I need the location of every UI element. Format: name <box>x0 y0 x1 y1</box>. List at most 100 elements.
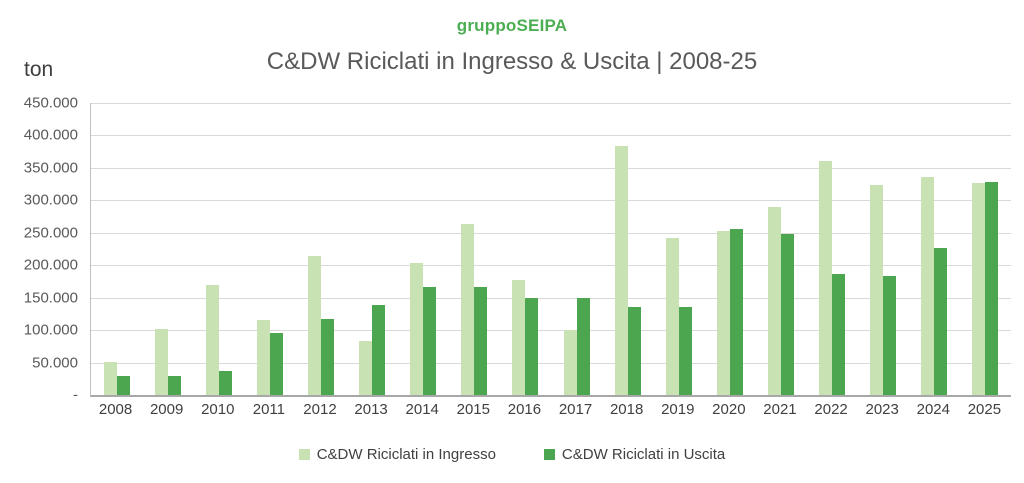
y-tick-label: 450.000 <box>23 94 78 112</box>
x-axis-label-2025: 2025 <box>967 401 1002 418</box>
bar-group-2009 <box>142 103 193 395</box>
bar-uscita-2011 <box>269 332 283 395</box>
bar-uscita-2018 <box>627 307 641 395</box>
y-tick-label: 400.000 <box>23 126 78 144</box>
bar-uscita-2014 <box>423 287 437 395</box>
bar-group-2016 <box>500 103 551 395</box>
legend-item-ingresso: C&DW Riciclati in Ingresso <box>298 446 496 463</box>
legend-swatch-ingresso <box>298 449 310 460</box>
gridline <box>91 330 1011 332</box>
bar-uscita-2020 <box>729 228 743 395</box>
bar-ingresso-2017 <box>563 330 577 395</box>
bar-ingresso-2011 <box>256 319 270 395</box>
gridline <box>91 297 1011 299</box>
bar-uscita-2023 <box>883 276 897 395</box>
brand-title: gruppoSEIPA <box>456 16 568 35</box>
x-axis-labels: 2008 2009 2010 2011 2012 2013 2014 2015 2016 2017… <box>90 401 1010 418</box>
y-tick-label: 50.000 <box>32 354 78 372</box>
bar-ingresso-2010 <box>205 285 219 395</box>
y-axis-tick-labels: 450.000 400.000 350.000 300.000 250.000 200.0… <box>0 95 78 404</box>
gridline <box>91 167 1011 169</box>
bar-groups <box>91 103 1011 395</box>
gridline <box>91 200 1011 202</box>
bar-group-2013 <box>347 103 398 395</box>
y-tick-label: 300.000 <box>23 191 78 209</box>
gridline <box>91 265 1011 267</box>
gridline <box>91 103 1011 104</box>
bar-uscita-2013 <box>372 304 386 395</box>
x-axis-label-2013: 2013 <box>354 401 388 418</box>
bar-uscita-2024 <box>934 248 948 395</box>
legend-label-uscita: C&DW Riciclati in Uscita <box>561 446 726 463</box>
bar-uscita-2015 <box>474 287 488 395</box>
bar-ingresso-2014 <box>410 263 424 395</box>
chart-title: C&DW Riciclati in Ingresso & Uscita | 20… <box>266 48 758 75</box>
bar-ingresso-2015 <box>461 223 475 395</box>
x-axis-label-2022: 2022 <box>814 401 848 418</box>
bar-uscita-2012 <box>320 319 334 395</box>
gridline <box>91 362 1011 364</box>
bar-ingresso-2012 <box>307 255 321 395</box>
legend-label-ingresso: C&DW Riciclati in Ingresso <box>316 446 496 463</box>
y-tick-label: 350.000 <box>23 159 78 177</box>
x-axis-label-2019: 2019 <box>661 401 695 418</box>
x-axis-label-2016: 2016 <box>507 401 542 418</box>
bar-group-2011 <box>244 103 295 395</box>
y-tick-label: 150.000 <box>23 289 78 307</box>
x-axis-label-2011: 2011 <box>252 401 286 418</box>
bar-uscita-2009 <box>167 376 181 395</box>
bar-uscita-2022 <box>832 273 846 395</box>
y-axis-unit-label: ton <box>24 58 54 81</box>
x-axis-label-2014: 2014 <box>405 401 439 418</box>
bar-uscita-2016 <box>525 298 539 395</box>
x-axis-label-2017: 2017 <box>558 401 593 418</box>
bar-group-2020 <box>704 103 755 395</box>
y-tick-label: 200.000 <box>23 256 78 274</box>
bar-ingresso-2018 <box>614 146 628 395</box>
bar-group-2015 <box>449 103 500 395</box>
bar-group-2025 <box>960 103 1011 395</box>
bar-ingresso-2024 <box>921 176 935 395</box>
bar-ingresso-2021 <box>767 207 781 395</box>
bar-ingresso-2019 <box>665 237 679 395</box>
x-axis-label-2008: 2008 <box>98 401 133 418</box>
bar-group-2018 <box>602 103 653 395</box>
x-axis-label-2010: 2010 <box>201 401 235 418</box>
bar-group-2024 <box>909 103 960 395</box>
bar-uscita-2008 <box>116 375 130 395</box>
plot-area <box>90 103 1011 397</box>
bar-uscita-2019 <box>678 307 692 395</box>
bar-group-2021 <box>755 103 806 395</box>
bar-group-2008 <box>91 103 142 395</box>
gridline <box>91 232 1011 234</box>
bar-ingresso-2022 <box>819 161 833 395</box>
legend-swatch-uscita <box>543 449 555 460</box>
bar-group-2022 <box>807 103 858 395</box>
bar-group-2017 <box>551 103 602 395</box>
bar-group-2012 <box>295 103 346 395</box>
bar-ingresso-2009 <box>154 328 168 395</box>
bar-ingresso-2020 <box>716 230 730 395</box>
x-axis-label-2009: 2009 <box>149 401 184 418</box>
bar-ingresso-2023 <box>870 185 884 395</box>
bar-ingresso-2025 <box>972 183 986 395</box>
bar-uscita-2021 <box>780 234 794 395</box>
x-axis-label-2015: 2015 <box>456 401 490 418</box>
legend: C&DW Riciclati in Ingresso C&DW Riciclati… <box>0 446 1024 463</box>
x-axis-label-2023: 2023 <box>865 401 899 418</box>
y-tick-label: 250.000 <box>23 224 78 242</box>
legend-item-uscita: C&DW Riciclati in Uscita <box>543 446 726 463</box>
bar-uscita-2017 <box>576 297 590 395</box>
x-axis-label-2021: 2021 <box>763 401 797 418</box>
y-tick-label: 100.000 <box>23 321 78 339</box>
bar-group-2014 <box>398 103 449 395</box>
x-axis-label-2012: 2012 <box>303 401 337 418</box>
bar-ingresso-2016 <box>512 279 526 395</box>
bar-group-2010 <box>193 103 244 395</box>
bar-ingresso-2008 <box>103 361 117 395</box>
bar-uscita-2010 <box>218 371 232 395</box>
x-axis-label-2020: 2020 <box>712 401 746 418</box>
bar-group-2019 <box>653 103 704 395</box>
bar-group-2023 <box>858 103 909 395</box>
